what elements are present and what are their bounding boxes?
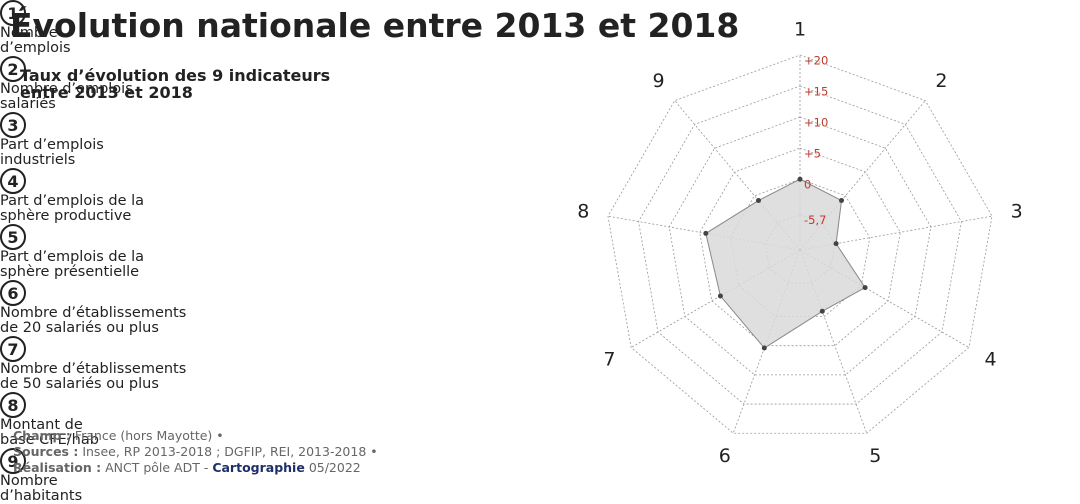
- legend-number: 7: [0, 336, 26, 362]
- legend-label: Nombre d’emplois: [0, 26, 1080, 56]
- note-text: Insee, RP 2013-2018 ; DGFIP, REI, 2013-2…: [82, 444, 378, 459]
- legend-item: 8 Montant de base CFE/hab: [0, 392, 1080, 448]
- data-point: [833, 241, 839, 247]
- legend-label: Nombre d’établissements de 20 salariés ou…: [0, 306, 1080, 336]
- data-point: [703, 230, 709, 236]
- data-point: [862, 285, 868, 291]
- legend-item: 5 Part d’emplois de la sphère présentielle: [0, 224, 1080, 280]
- data-point: [717, 293, 723, 299]
- legend-label: Nombre d’établissements de 50 salariés ou…: [0, 362, 1080, 392]
- axis-label: 4: [984, 349, 996, 371]
- legend-number: 8: [0, 392, 26, 418]
- note-text: France (hors Mayotte) •: [74, 428, 224, 443]
- data-point: [819, 308, 825, 314]
- legend-number: 1: [0, 0, 26, 26]
- subtitle: Taux d’évolution des 9 indicateurs entre…: [20, 67, 330, 101]
- subtitle-line: entre 2013 et 2018: [20, 83, 193, 102]
- note-line: Champ : France (hors Mayotte) •: [13, 428, 378, 444]
- note-text: ANCT pôle ADT -: [105, 460, 209, 475]
- axis-label: 1: [794, 19, 806, 41]
- data-area: [705, 178, 866, 349]
- legend-label-line: base CFE/hab: [0, 432, 99, 448]
- legend-label-line: Nombre: [0, 473, 58, 489]
- grid-ring: [607, 54, 993, 434]
- grid-ring: [699, 147, 901, 347]
- axis-label: 2: [935, 70, 947, 92]
- legend-label-line: de 20 salariés ou plus: [0, 320, 159, 336]
- legend-label: Nombre d’emplois salariés: [0, 82, 1080, 112]
- r-tick-label: +10: [804, 116, 828, 130]
- legend-item: 1 Nombre d’emplois: [0, 0, 1080, 56]
- note-text: Sources :: [13, 444, 79, 459]
- legend-item: 4 Part d’emplois de la sphère productive: [0, 168, 1080, 224]
- legend-label-line: d’emplois: [0, 40, 71, 56]
- grid-ring: [668, 116, 932, 376]
- data-point: [761, 345, 767, 351]
- note-text: 05/2022: [308, 460, 361, 475]
- legend-label-line: Part d’emplois de la: [0, 249, 145, 265]
- legend-number: 2: [0, 56, 26, 82]
- legend-number: 3: [0, 112, 26, 138]
- legend-number: 6: [0, 280, 26, 306]
- note-text: Champ :: [13, 428, 71, 443]
- r-tick-label: +20: [804, 54, 828, 68]
- legend-label: Part d’emplois de la sphère présentielle: [0, 250, 1080, 280]
- data-point: [755, 198, 761, 204]
- axis-label: 6: [719, 445, 731, 467]
- r-tick-label: +15: [804, 85, 828, 99]
- data-point: [797, 176, 803, 182]
- legend-number: 5: [0, 224, 26, 250]
- legend-label-line: Nombre d’établissements: [0, 305, 187, 321]
- legend-item: 2 Nombre d’emplois salariés: [0, 56, 1080, 112]
- legend-label-line: Nombre d’emplois: [0, 81, 133, 97]
- legend-label-line: Nombre d’établissements: [0, 361, 187, 377]
- legend-label-line: industriels: [0, 152, 76, 168]
- axis-label: 5: [869, 445, 881, 467]
- legend-label-line: Part d’emplois: [0, 137, 104, 153]
- note-line: Sources : Insee, RP 2013-2018 ; DGFIP, R…: [13, 444, 378, 460]
- note-line: Réalisation : ANCT pôle ADT - Cartograph…: [13, 460, 378, 476]
- axis-label: 8: [577, 200, 589, 222]
- axis-label: 9: [653, 70, 665, 92]
- axis-label: 7: [603, 349, 615, 371]
- legend-item: 7 Nombre d’établissements de 50 salariés o…: [0, 336, 1080, 392]
- chart-title: Évolution nationale entre 2013 et 2018: [10, 6, 740, 45]
- legend-label-line: salariés: [0, 96, 56, 112]
- subtitle-line: Taux d’évolution des 9 indicateurs: [20, 66, 331, 85]
- r-tick-label: -5,7: [804, 213, 826, 227]
- legend-label: Montant de base CFE/hab: [0, 418, 1080, 448]
- note-text: Cartographie: [212, 460, 305, 475]
- data-point: [839, 198, 845, 204]
- legend-number: 9: [0, 448, 26, 474]
- note-text: Réalisation :: [13, 460, 102, 475]
- legend-label: Part d’emplois de la sphère productive: [0, 194, 1080, 224]
- grid-ring: [638, 85, 962, 405]
- legend-number: 4: [0, 168, 26, 194]
- legend-label-line: de 50 salariés ou plus: [0, 376, 159, 392]
- legend-item: 6 Nombre d’établissements de 20 salariés o…: [0, 280, 1080, 336]
- legend-label-line: Part d’emplois de la: [0, 193, 145, 209]
- legend-label-line: sphère présentielle: [0, 264, 140, 280]
- legend-label-line: Montant de: [0, 417, 83, 433]
- legend-label: Part d’emplois industriels: [0, 138, 1080, 168]
- legend-label-line: Nombre: [0, 25, 58, 41]
- notes: Champ : France (hors Mayotte) • Sources …: [13, 428, 378, 476]
- axis-label: 3: [1011, 200, 1023, 222]
- r-tick-label: +5: [804, 147, 821, 161]
- r-tick-label: 0: [804, 178, 811, 192]
- legend-label-line: sphère productive: [0, 208, 132, 224]
- legend-item: 3 Part d’emplois industriels: [0, 112, 1080, 168]
